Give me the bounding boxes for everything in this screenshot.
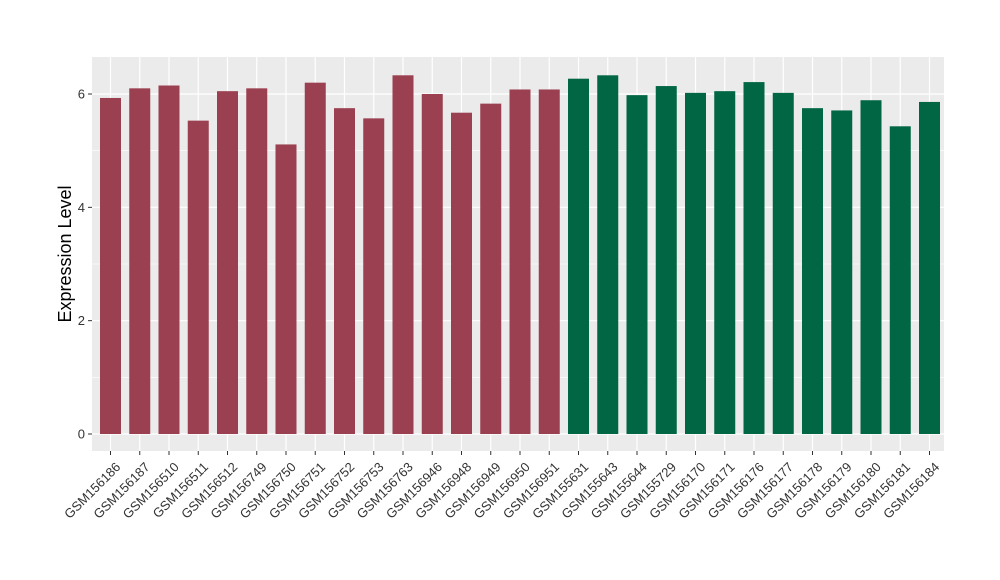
bar-GSM156181	[889, 126, 911, 435]
y-tick-label: 4	[78, 200, 85, 215]
y-axis: 0 2 4 6	[78, 87, 92, 442]
y-tick-label: 2	[78, 313, 85, 328]
y-tick-label: 6	[78, 87, 85, 102]
bar-GSM156186	[100, 97, 121, 434]
bar-GSM156184	[919, 101, 940, 434]
bar-GSM156752	[334, 108, 355, 435]
bar-GSM155729	[655, 86, 677, 435]
bar-GSM156749	[246, 88, 268, 434]
bar-GSM156187	[129, 88, 151, 434]
bar-GSM156511	[187, 120, 209, 434]
bar-GSM156176	[743, 82, 765, 434]
bar-GSM156178	[802, 108, 823, 435]
bar-GSM155631	[568, 78, 589, 434]
bar-GSM155644	[626, 95, 648, 434]
bar-GSM156951	[538, 89, 560, 434]
y-axis-title: Expression Level	[55, 185, 75, 322]
bar-GSM156948	[451, 112, 472, 434]
y-tick-label: 0	[78, 427, 85, 442]
bar-GSM156763	[392, 75, 414, 435]
bar-GSM155643	[597, 75, 619, 435]
bar-GSM156750	[275, 144, 297, 434]
bar-GSM156949	[480, 103, 502, 434]
bar-GSM156512	[217, 91, 238, 435]
bars	[100, 75, 940, 435]
bar-GSM156946	[421, 94, 443, 434]
bar-GSM156170	[685, 92, 706, 434]
bar-GSM156177	[772, 92, 794, 434]
bar-GSM156180	[860, 100, 882, 434]
bar-GSM156751	[304, 82, 326, 435]
bar-GSM156510	[158, 85, 180, 434]
bar-GSM156179	[831, 110, 853, 434]
bar-GSM156171	[714, 91, 736, 435]
bar-GSM156950	[509, 89, 531, 434]
x-axis: GSM156186GSM156187GSM156510GSM156511GSM1…	[61, 451, 942, 522]
bar-GSM156753	[363, 118, 385, 434]
